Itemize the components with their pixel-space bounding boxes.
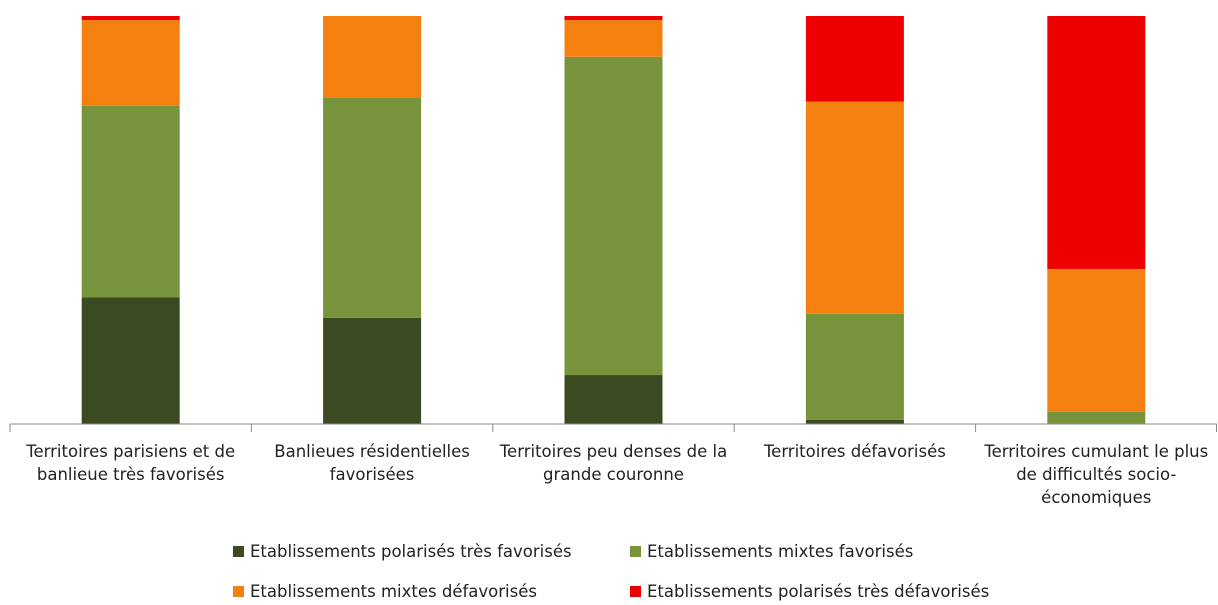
bar-segment bbox=[81, 297, 180, 424]
x-tick-label: Territoires cumulant le plus de difficul… bbox=[984, 442, 1209, 507]
bar-segment bbox=[564, 20, 663, 57]
legend-item: Etablissements mixtes défavorisés bbox=[233, 582, 537, 601]
legend-label: Etablissements polarisés très favorisés bbox=[250, 542, 572, 561]
legend-item: Etablissements mixtes favorisés bbox=[630, 542, 913, 561]
x-tick-label: Territoires défavorisés bbox=[763, 442, 946, 461]
bar-segment bbox=[323, 16, 422, 98]
bar-segment bbox=[805, 313, 904, 420]
bar-segment bbox=[323, 317, 422, 424]
bar-segment bbox=[81, 20, 180, 106]
bar-segment bbox=[805, 419, 904, 424]
legend-swatch bbox=[233, 586, 244, 597]
bar-segment bbox=[564, 56, 663, 376]
legend-item: Etablissements polarisés très favorisés bbox=[233, 542, 572, 561]
legend-swatch bbox=[233, 546, 244, 557]
bar-segment bbox=[564, 375, 663, 424]
bar-segment bbox=[81, 16, 180, 21]
legend-label: Etablissements polarisés très défavorisé… bbox=[647, 582, 990, 601]
bar-segment bbox=[1047, 16, 1146, 269]
legend-label: Etablissements mixtes défavorisés bbox=[250, 582, 537, 601]
legend-swatch bbox=[630, 586, 641, 597]
bar-segment bbox=[1047, 268, 1146, 412]
bar-segment bbox=[81, 105, 180, 298]
x-tick-label: Territoires parisiens et de banlieue trè… bbox=[26, 442, 236, 484]
x-tick-label: Banlieues résidentielles favorisées bbox=[274, 442, 470, 484]
bar-segment bbox=[564, 16, 663, 21]
legend-swatch bbox=[630, 546, 641, 557]
x-tick-label: Territoires peu denses de la grande cour… bbox=[499, 442, 728, 484]
bar-segment bbox=[805, 16, 904, 102]
legend-item: Etablissements polarisés très défavorisé… bbox=[630, 582, 989, 601]
bar-segment bbox=[805, 101, 904, 314]
legend-label: Etablissements mixtes favorisés bbox=[647, 542, 914, 561]
bar-segment bbox=[323, 97, 422, 318]
bar-segment bbox=[1047, 411, 1146, 424]
